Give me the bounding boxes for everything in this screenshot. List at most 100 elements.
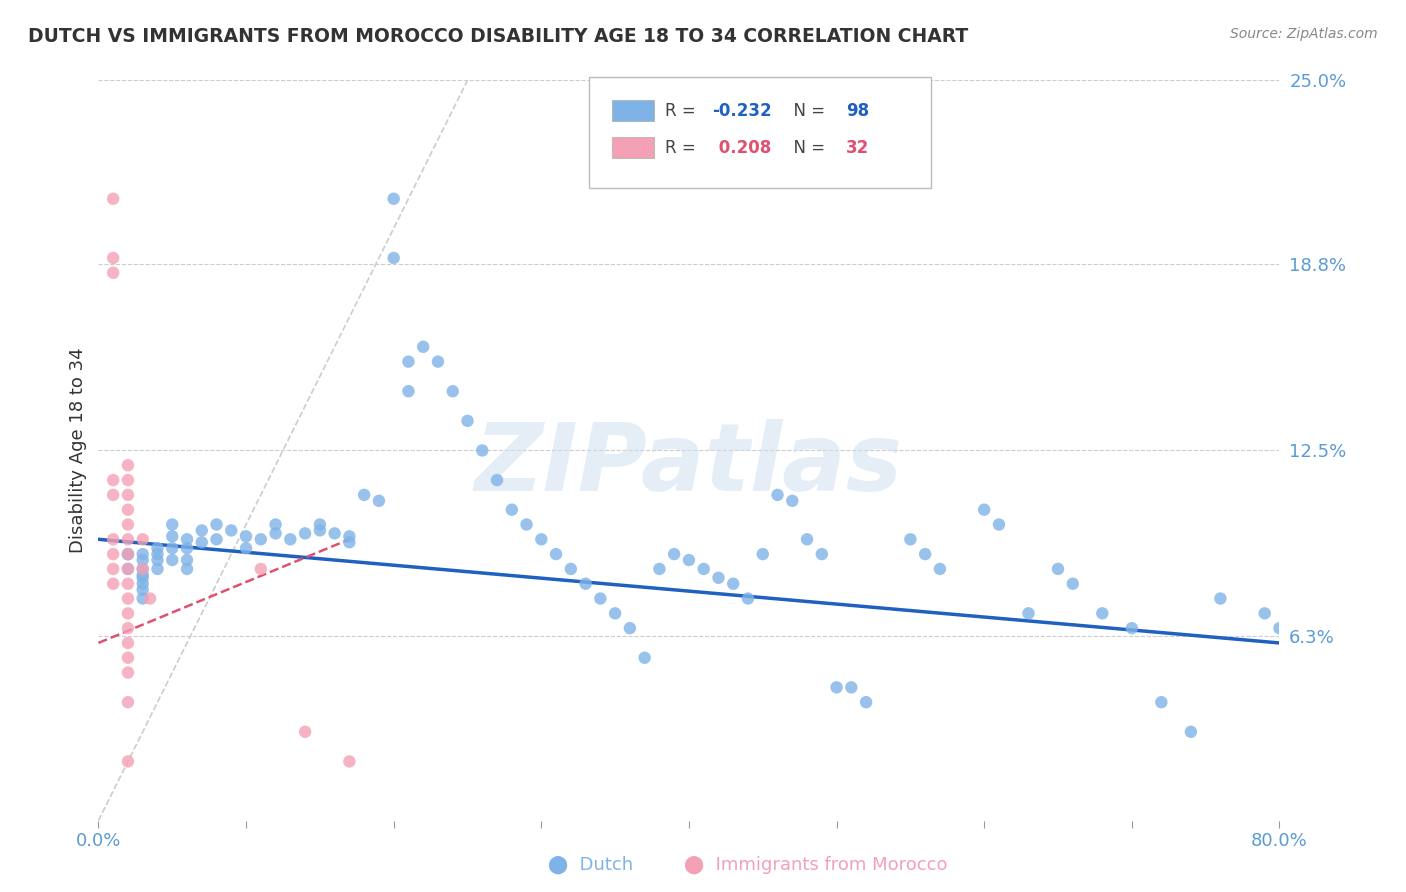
Point	[103, 251, 125, 265]
Y-axis label: Disability Age 18 to 34: Disability Age 18 to 34	[69, 348, 87, 553]
Point	[132, 567, 155, 582]
Point	[1091, 607, 1114, 621]
Point	[1180, 724, 1202, 739]
Point	[235, 529, 257, 543]
Point	[117, 547, 139, 561]
Point	[457, 414, 479, 428]
Text: N =: N =	[783, 138, 831, 157]
Point	[146, 553, 169, 567]
Point	[723, 576, 745, 591]
Point	[117, 547, 139, 561]
Point	[117, 547, 139, 561]
Point	[619, 621, 641, 635]
Point	[117, 473, 139, 487]
Point	[825, 681, 848, 695]
Point	[139, 591, 162, 606]
Point	[146, 541, 169, 556]
Point	[103, 562, 125, 576]
Point	[117, 502, 139, 516]
Point	[132, 582, 155, 597]
Point	[1209, 591, 1232, 606]
Point	[973, 502, 995, 516]
Point	[117, 488, 139, 502]
Point	[1254, 607, 1277, 621]
Point	[1268, 621, 1291, 635]
Point	[841, 681, 863, 695]
Point	[339, 535, 361, 549]
Point	[221, 524, 243, 538]
Point	[501, 502, 523, 516]
Point	[162, 541, 183, 556]
Point	[117, 562, 139, 576]
Point	[117, 562, 139, 576]
Point	[664, 547, 686, 561]
Point	[368, 493, 391, 508]
Point	[1343, 710, 1365, 724]
Point	[264, 526, 287, 541]
Point	[132, 547, 155, 561]
Point	[382, 251, 405, 265]
Point	[486, 473, 509, 487]
Point	[353, 488, 375, 502]
Point	[176, 553, 198, 567]
Point	[471, 443, 494, 458]
Point	[900, 533, 922, 547]
FancyBboxPatch shape	[612, 137, 654, 158]
Point	[205, 517, 228, 532]
Text: N =: N =	[783, 102, 831, 120]
Point	[309, 517, 332, 532]
Point	[132, 571, 155, 585]
Point	[103, 473, 125, 487]
Text: R =: R =	[665, 102, 702, 120]
Point	[146, 547, 169, 561]
Point	[530, 533, 553, 547]
Text: -0.232: -0.232	[713, 102, 772, 120]
Point	[707, 571, 730, 585]
Point	[914, 547, 936, 561]
Text: Source: ZipAtlas.com: Source: ZipAtlas.com	[1230, 27, 1378, 41]
Point	[132, 562, 155, 576]
Point	[132, 533, 155, 547]
Point	[766, 488, 789, 502]
Point	[132, 591, 155, 606]
Point	[1150, 695, 1173, 709]
Point	[634, 650, 657, 665]
Text: ZIPatlas: ZIPatlas	[475, 419, 903, 511]
Point	[1121, 621, 1143, 635]
Point	[280, 533, 302, 547]
Point	[441, 384, 464, 399]
Point	[339, 755, 361, 769]
Point	[1018, 607, 1040, 621]
Point	[1046, 562, 1070, 576]
Point	[382, 192, 405, 206]
Point	[339, 529, 361, 543]
Point	[103, 547, 125, 561]
Point	[250, 562, 273, 576]
Point	[117, 607, 139, 621]
Point	[103, 488, 125, 502]
Point	[176, 533, 198, 547]
Point	[855, 695, 877, 709]
Point	[117, 755, 139, 769]
Text: 98: 98	[846, 102, 869, 120]
Point	[1284, 710, 1306, 724]
Point	[560, 562, 582, 576]
Point	[162, 517, 183, 532]
Point	[796, 533, 818, 547]
Point	[162, 553, 183, 567]
Point	[132, 562, 155, 576]
Point	[117, 650, 139, 665]
Point	[589, 591, 612, 606]
Point	[988, 517, 1011, 532]
Text: R =: R =	[665, 138, 702, 157]
Point	[117, 636, 139, 650]
Point	[810, 547, 832, 561]
Point	[309, 524, 332, 538]
Point	[678, 553, 700, 567]
Point	[103, 576, 125, 591]
Text: 0.208: 0.208	[713, 138, 770, 157]
Point	[176, 541, 198, 556]
Point	[117, 695, 139, 709]
Point	[117, 621, 139, 635]
Point	[693, 562, 716, 576]
